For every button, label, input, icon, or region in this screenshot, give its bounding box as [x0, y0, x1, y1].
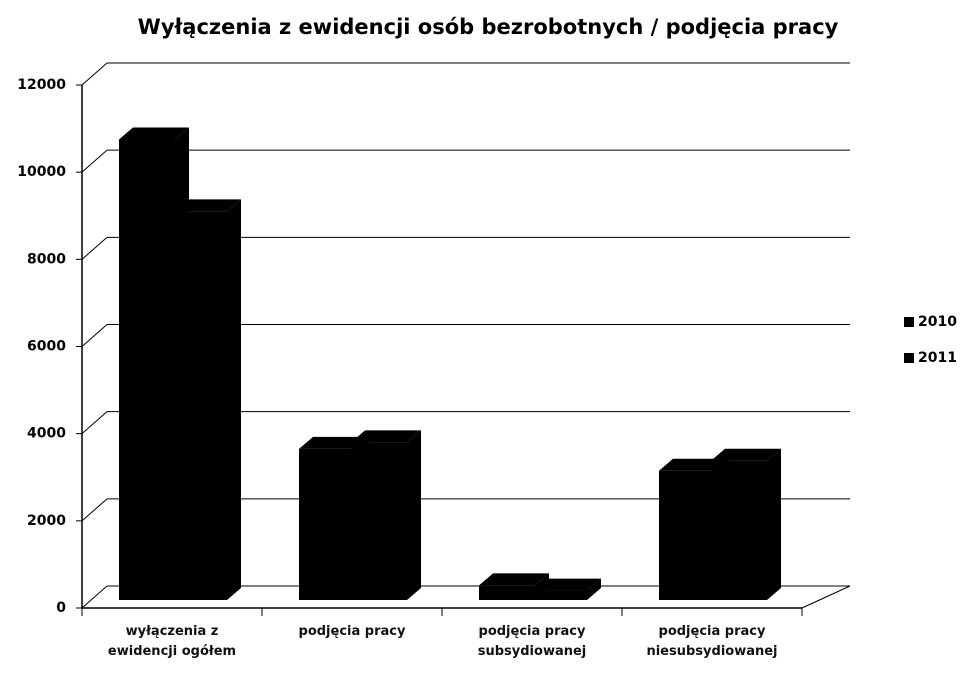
x-tick-label: podjęcia pracy niesubsydiowanej — [646, 624, 778, 659]
grid-diag — [81, 149, 108, 173]
legend-swatch — [904, 317, 914, 327]
bar — [479, 585, 535, 600]
bar — [119, 139, 175, 600]
y-tick-label: 8000 — [27, 251, 66, 267]
legend-swatch — [904, 353, 914, 363]
bar — [531, 590, 587, 600]
floor-right — [801, 585, 851, 609]
bar-side — [407, 430, 421, 600]
bar-top — [531, 578, 601, 591]
y-tick-label: 0 — [56, 600, 66, 616]
y-tick-label: 10000 — [17, 164, 66, 180]
bar-top — [119, 127, 189, 140]
x-tick-label: podjęcia pracy — [298, 624, 406, 639]
bar — [171, 211, 227, 600]
bar-side — [587, 578, 601, 600]
y-tick-label: 2000 — [27, 513, 66, 529]
grid-diag — [81, 498, 108, 522]
bar — [299, 448, 355, 600]
bar-top — [479, 573, 549, 586]
grid-diag — [81, 324, 108, 347]
grid-diag — [81, 236, 108, 260]
grid-diag — [81, 411, 108, 435]
legend-label: 2011 — [918, 350, 957, 366]
chart-title: Wyłączenia z ewidencji osób bezrobotnych… — [138, 15, 839, 39]
x-tick-label: wyłączenia z ewidencji ogółem — [107, 624, 237, 659]
x-tick-label: podjęcia pracy subsydiowanej — [477, 624, 587, 659]
legend-label: 2010 — [918, 314, 957, 330]
y-tick-label: 4000 — [27, 426, 66, 442]
bar-top — [711, 448, 781, 461]
bar — [659, 470, 715, 600]
bar-side — [767, 448, 781, 600]
bar-side — [227, 199, 241, 600]
bar — [711, 460, 767, 600]
bar-top — [171, 199, 241, 212]
y-tick-label: 12000 — [17, 77, 66, 93]
grid-diag — [81, 585, 108, 609]
y-tick-label: 6000 — [27, 339, 66, 355]
bar-top — [351, 430, 421, 443]
grid-diag — [81, 62, 108, 86]
bar — [351, 442, 407, 600]
